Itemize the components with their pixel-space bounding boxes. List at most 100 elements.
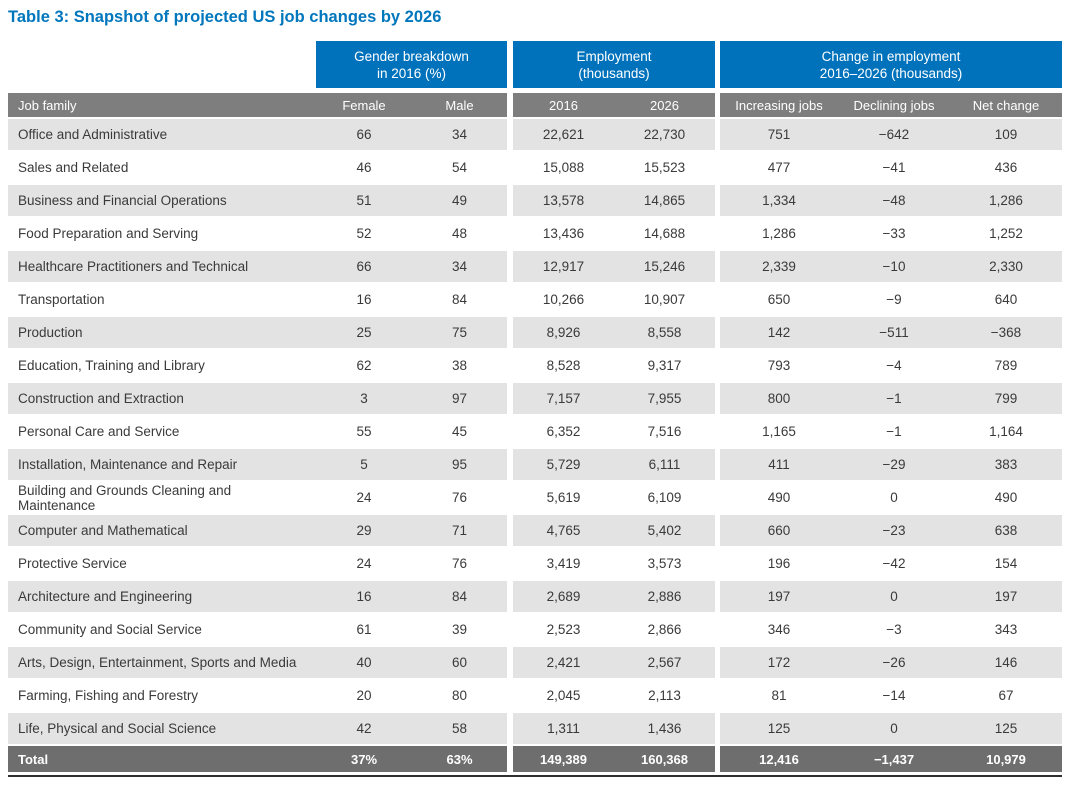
column-gap xyxy=(715,713,720,744)
col-header-increasing-jobs: Increasing jobs xyxy=(720,93,838,117)
column-gap xyxy=(507,218,513,249)
value-cell: −642 xyxy=(838,119,950,150)
value-cell: 1,286 xyxy=(950,185,1062,216)
value-cell: 15,523 xyxy=(614,152,715,183)
column-gap xyxy=(715,350,720,381)
job-family-cell: Farming, Fishing and Forestry xyxy=(8,680,316,711)
column-gap xyxy=(715,581,720,612)
value-cell: 640 xyxy=(950,284,1062,315)
column-gap xyxy=(715,383,720,414)
table-row: Community and Social Service 61 39 2,523 2,8… xyxy=(8,614,1062,645)
group-header-employment-line2: (thousands) xyxy=(578,65,650,81)
job-family-cell: Arts, Design, Entertainment, Sports and … xyxy=(8,647,316,678)
value-cell: 10,266 xyxy=(513,284,614,315)
table-body: Office and Administrative 66 34 22,621 22,73… xyxy=(8,119,1062,744)
value-cell: 154 xyxy=(950,548,1062,579)
column-gap xyxy=(715,548,720,579)
value-cell: −41 xyxy=(838,152,950,183)
value-cell: 60 xyxy=(412,647,507,678)
table-row: Building and Grounds Cleaning and Mainte… xyxy=(8,482,1062,513)
value-cell: 346 xyxy=(720,614,838,645)
value-cell: 2,567 xyxy=(614,647,715,678)
value-cell: 40 xyxy=(316,647,412,678)
table-row: Healthcare Practitioners and Technical 66… xyxy=(8,251,1062,282)
value-cell: 8,926 xyxy=(513,317,614,348)
job-family-cell: Business and Financial Operations xyxy=(8,185,316,216)
value-cell: 800 xyxy=(720,383,838,414)
value-cell: 7,157 xyxy=(513,383,614,414)
table-row: Food Preparation and Serving 52 48 13,436 14… xyxy=(8,218,1062,249)
value-cell: 1,286 xyxy=(720,218,838,249)
value-cell: 751 xyxy=(720,119,838,150)
value-cell: −9 xyxy=(838,284,950,315)
column-gap xyxy=(507,746,513,772)
group-header-change-line2: 2016–2026 (thousands) xyxy=(819,65,963,81)
column-gap xyxy=(715,614,720,645)
group-header-gender-line1: Gender breakdown xyxy=(354,48,469,64)
value-cell: 789 xyxy=(950,350,1062,381)
job-family-cell: Protective Service xyxy=(8,548,316,579)
value-cell: −10 xyxy=(838,251,950,282)
column-gap xyxy=(507,515,513,546)
jobs-table: Gender breakdown in 2016 (%) Employment … xyxy=(8,41,1062,777)
total-declining-jobs: −1,437 xyxy=(838,746,950,772)
table-row: Life, Physical and Social Science 42 58 1,3… xyxy=(8,713,1062,744)
value-cell: 66 xyxy=(316,251,412,282)
value-cell: 48 xyxy=(412,218,507,249)
value-cell: 14,688 xyxy=(614,218,715,249)
table-row: Production 25 75 8,926 8,558 142 −511 −368 xyxy=(8,317,1062,348)
job-family-cell: Installation, Maintenance and Repair xyxy=(8,449,316,480)
value-cell: −48 xyxy=(838,185,950,216)
value-cell: 81 xyxy=(720,680,838,711)
value-cell: 793 xyxy=(720,350,838,381)
value-cell: 75 xyxy=(412,317,507,348)
value-cell: 80 xyxy=(412,680,507,711)
total-female: 37% xyxy=(316,746,412,772)
group-header-gender-line2: in 2016 (%) xyxy=(376,65,447,81)
value-cell: 95 xyxy=(412,449,507,480)
col-header-net-change: Net change xyxy=(950,93,1062,117)
job-family-cell: Office and Administrative xyxy=(8,119,316,150)
value-cell: 58 xyxy=(412,713,507,744)
value-cell: 24 xyxy=(316,548,412,579)
value-cell: 7,955 xyxy=(614,383,715,414)
column-gap xyxy=(715,284,720,315)
value-cell: 2,421 xyxy=(513,647,614,678)
job-family-cell: Architecture and Engineering xyxy=(8,581,316,612)
value-cell: 1,436 xyxy=(614,713,715,744)
column-gap xyxy=(715,152,720,183)
table-row: Construction and Extraction 3 97 7,157 7,955… xyxy=(8,383,1062,414)
value-cell: 343 xyxy=(950,614,1062,645)
total-net-change: 10,979 xyxy=(950,746,1062,772)
value-cell: 22,730 xyxy=(614,119,715,150)
table-row: Arts, Design, Entertainment, Sports and … xyxy=(8,647,1062,678)
col-header-job-family: Job family xyxy=(8,93,316,117)
value-cell: −29 xyxy=(838,449,950,480)
group-header-change-line1: Change in employment xyxy=(821,48,961,64)
value-cell: 2,339 xyxy=(720,251,838,282)
value-cell: 22,621 xyxy=(513,119,614,150)
value-cell: 197 xyxy=(950,581,1062,612)
value-cell: 76 xyxy=(412,548,507,579)
value-cell: 54 xyxy=(412,152,507,183)
table-row: Installation, Maintenance and Repair 5 95 5… xyxy=(8,449,1062,480)
job-family-cell: Food Preparation and Serving xyxy=(8,218,316,249)
value-cell: 3 xyxy=(316,383,412,414)
value-cell: 62 xyxy=(316,350,412,381)
column-header-row: Job family Female Male 2016 2026 Increas… xyxy=(8,93,1062,117)
column-gap xyxy=(715,680,720,711)
job-family-cell: Building and Grounds Cleaning and Mainte… xyxy=(8,482,316,513)
value-cell: 411 xyxy=(720,449,838,480)
value-cell: 71 xyxy=(412,515,507,546)
column-gap xyxy=(715,515,720,546)
job-family-cell: Community and Social Service xyxy=(8,614,316,645)
value-cell: 490 xyxy=(950,482,1062,513)
value-cell: 0 xyxy=(838,713,950,744)
value-cell: 29 xyxy=(316,515,412,546)
value-cell: 24 xyxy=(316,482,412,513)
group-header-change: Change in employment 2016–2026 (thousand… xyxy=(720,41,1062,88)
value-cell: 16 xyxy=(316,284,412,315)
column-gap xyxy=(507,185,513,216)
value-cell: 6,111 xyxy=(614,449,715,480)
column-gap xyxy=(715,416,720,447)
